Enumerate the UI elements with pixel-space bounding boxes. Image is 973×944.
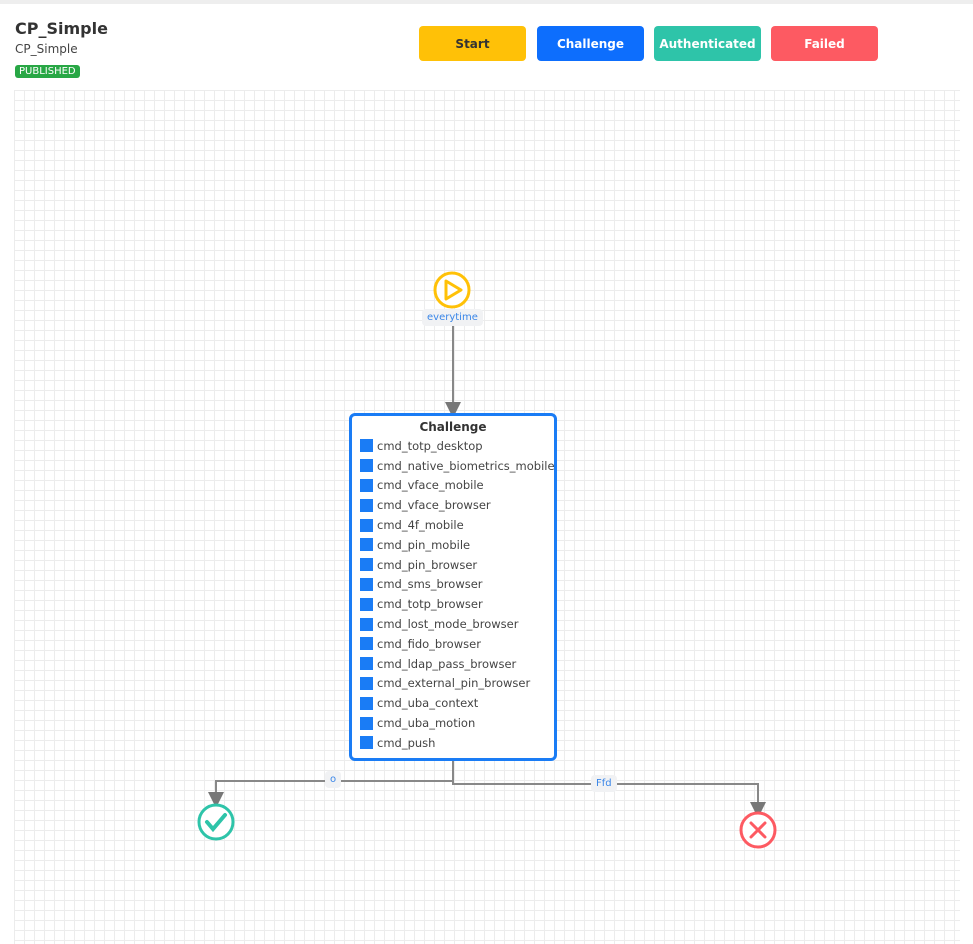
edge-label-success[interactable]: o xyxy=(325,771,342,788)
method-icon xyxy=(360,538,373,552)
challenge-item-label: cmd_fido_browser xyxy=(377,636,481,651)
challenge-item-label: cmd_vface_browser xyxy=(377,498,491,513)
method-icon xyxy=(360,439,373,453)
challenge-item: cmd_vface_mobile xyxy=(360,476,546,496)
status-badge: PUBLISHED xyxy=(15,65,80,78)
start-icon xyxy=(433,271,471,309)
challenge-item-label: cmd_external_pin_browser xyxy=(377,676,531,691)
challenge-item: cmd_ldap_pass_browser xyxy=(360,654,546,674)
challenge-item-label: cmd_totp_browser xyxy=(377,597,483,612)
challenge-item: cmd_native_biometrics_mobile xyxy=(360,456,555,476)
method-icon xyxy=(360,498,373,512)
method-icon xyxy=(360,518,373,532)
challenge-item-label: cmd_totp_desktop xyxy=(377,438,483,453)
method-icon xyxy=(360,478,373,492)
failed-icon xyxy=(739,811,777,849)
challenge-item: cmd_vface_browser xyxy=(360,495,546,515)
method-icon xyxy=(360,696,373,710)
challenge-item-label: cmd_pin_mobile xyxy=(377,537,471,552)
flow-subtitle: CP_Simple xyxy=(15,42,78,56)
method-icon xyxy=(360,617,373,631)
edge-label-failure[interactable]: Ffd xyxy=(591,775,617,792)
challenge-item-label: cmd_uba_motion xyxy=(377,716,476,731)
challenge-item: cmd_push xyxy=(360,733,546,753)
challenge-item: cmd_lost_mode_browser xyxy=(360,614,546,634)
challenge-item: cmd_fido_browser xyxy=(360,634,546,654)
challenge-item-label: cmd_4f_mobile xyxy=(377,518,464,533)
challenge-item-label: cmd_native_biometrics_mobile xyxy=(377,458,555,473)
legend-start-button[interactable]: Start xyxy=(419,26,526,61)
challenge-item: cmd_pin_browser xyxy=(360,555,546,575)
challenge-item-label: cmd_pin_browser xyxy=(377,557,478,572)
challenge-item: cmd_totp_browser xyxy=(360,594,546,614)
method-icon xyxy=(360,637,373,651)
method-icon xyxy=(360,657,373,671)
challenge-item: cmd_pin_mobile xyxy=(360,535,546,555)
challenge-item: cmd_uba_motion xyxy=(360,713,546,733)
challenge-node-title: Challenge xyxy=(419,420,487,434)
flow-title: CP_Simple xyxy=(15,19,108,38)
challenge-node[interactable]: Challenge cmd_totp_desktop cmd_native_bio… xyxy=(349,413,557,761)
challenge-item: cmd_sms_browser xyxy=(360,575,546,595)
authenticated-icon xyxy=(197,803,235,841)
method-icon xyxy=(360,736,373,750)
challenge-item: cmd_uba_context xyxy=(360,693,546,713)
legend-failed-button[interactable]: Failed xyxy=(771,26,878,61)
challenge-item-label: cmd_sms_browser xyxy=(377,577,483,592)
challenge-item-label: cmd_vface_mobile xyxy=(377,478,484,493)
challenge-item-label: cmd_lost_mode_browser xyxy=(377,617,519,632)
legend-challenge-button[interactable]: Challenge xyxy=(537,26,644,61)
challenge-item: cmd_totp_desktop xyxy=(360,436,546,456)
edge-label-everytime[interactable]: everytime xyxy=(422,309,483,326)
legend-authenticated-button[interactable]: Authenticated xyxy=(654,26,761,61)
challenge-item-label: cmd_uba_context xyxy=(377,696,479,711)
challenge-item: cmd_external_pin_browser xyxy=(360,674,546,694)
challenge-item-label: cmd_ldap_pass_browser xyxy=(377,656,517,671)
method-icon xyxy=(360,597,373,611)
method-icon xyxy=(360,676,373,690)
challenge-item-label: cmd_push xyxy=(377,735,436,750)
challenge-item: cmd_4f_mobile xyxy=(360,515,546,535)
method-icon xyxy=(360,558,373,572)
method-icon xyxy=(360,577,373,591)
method-icon xyxy=(360,716,373,730)
method-icon xyxy=(360,459,373,473)
